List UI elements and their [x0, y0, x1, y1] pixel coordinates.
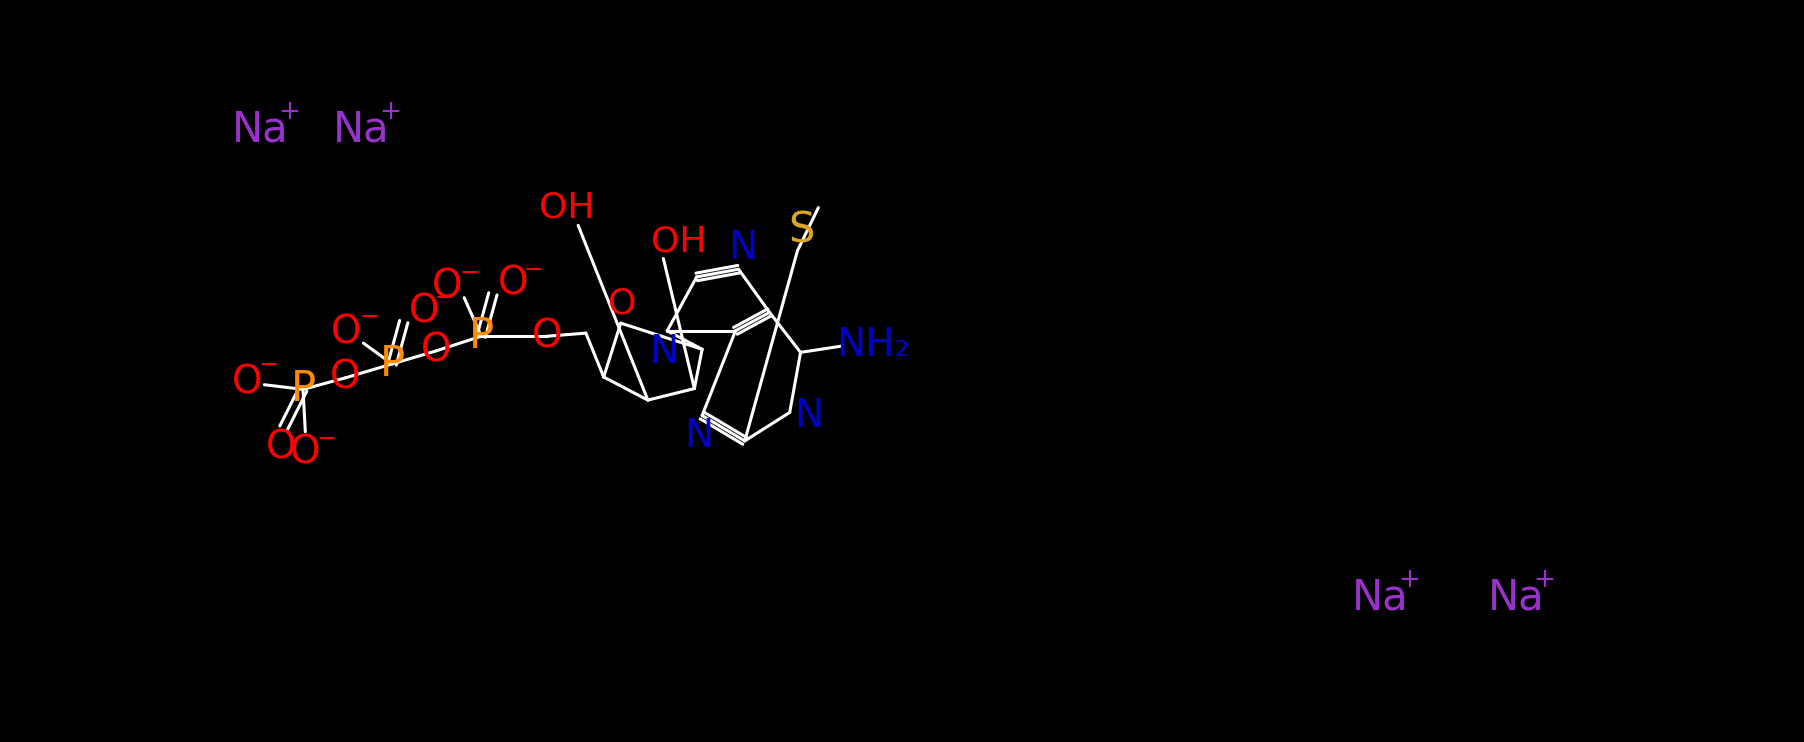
Text: NH₂: NH₂: [837, 326, 911, 364]
Text: +: +: [1398, 567, 1420, 593]
Text: OH: OH: [651, 225, 707, 258]
Text: O: O: [608, 287, 637, 321]
Text: O: O: [420, 332, 451, 370]
Text: N: N: [794, 396, 824, 435]
Text: −: −: [460, 261, 480, 285]
Text: O: O: [332, 313, 361, 352]
Text: −: −: [435, 286, 455, 309]
Text: O: O: [431, 268, 462, 306]
Text: O: O: [265, 429, 296, 467]
Text: OH: OH: [539, 191, 594, 225]
Text: Na: Na: [332, 108, 390, 150]
Text: +: +: [278, 99, 299, 125]
Text: O: O: [532, 318, 563, 355]
Text: O: O: [410, 292, 438, 331]
Text: Na: Na: [233, 108, 289, 150]
Text: −: −: [316, 427, 336, 450]
Text: −: −: [523, 258, 543, 282]
Text: O: O: [498, 265, 529, 303]
Text: −: −: [359, 305, 379, 329]
Text: S: S: [788, 210, 815, 252]
Text: O: O: [330, 359, 361, 397]
Text: N: N: [684, 417, 713, 456]
Text: Na: Na: [1488, 577, 1544, 618]
Text: N: N: [727, 229, 758, 267]
Text: Na: Na: [1351, 577, 1409, 618]
Text: +: +: [379, 99, 400, 125]
Text: P: P: [469, 315, 494, 357]
Text: O: O: [290, 433, 321, 471]
Text: P: P: [290, 368, 316, 410]
Text: −: −: [258, 353, 278, 378]
Text: N: N: [649, 332, 678, 370]
Text: O: O: [233, 364, 262, 401]
Text: P: P: [379, 343, 404, 385]
Text: +: +: [1533, 567, 1555, 593]
